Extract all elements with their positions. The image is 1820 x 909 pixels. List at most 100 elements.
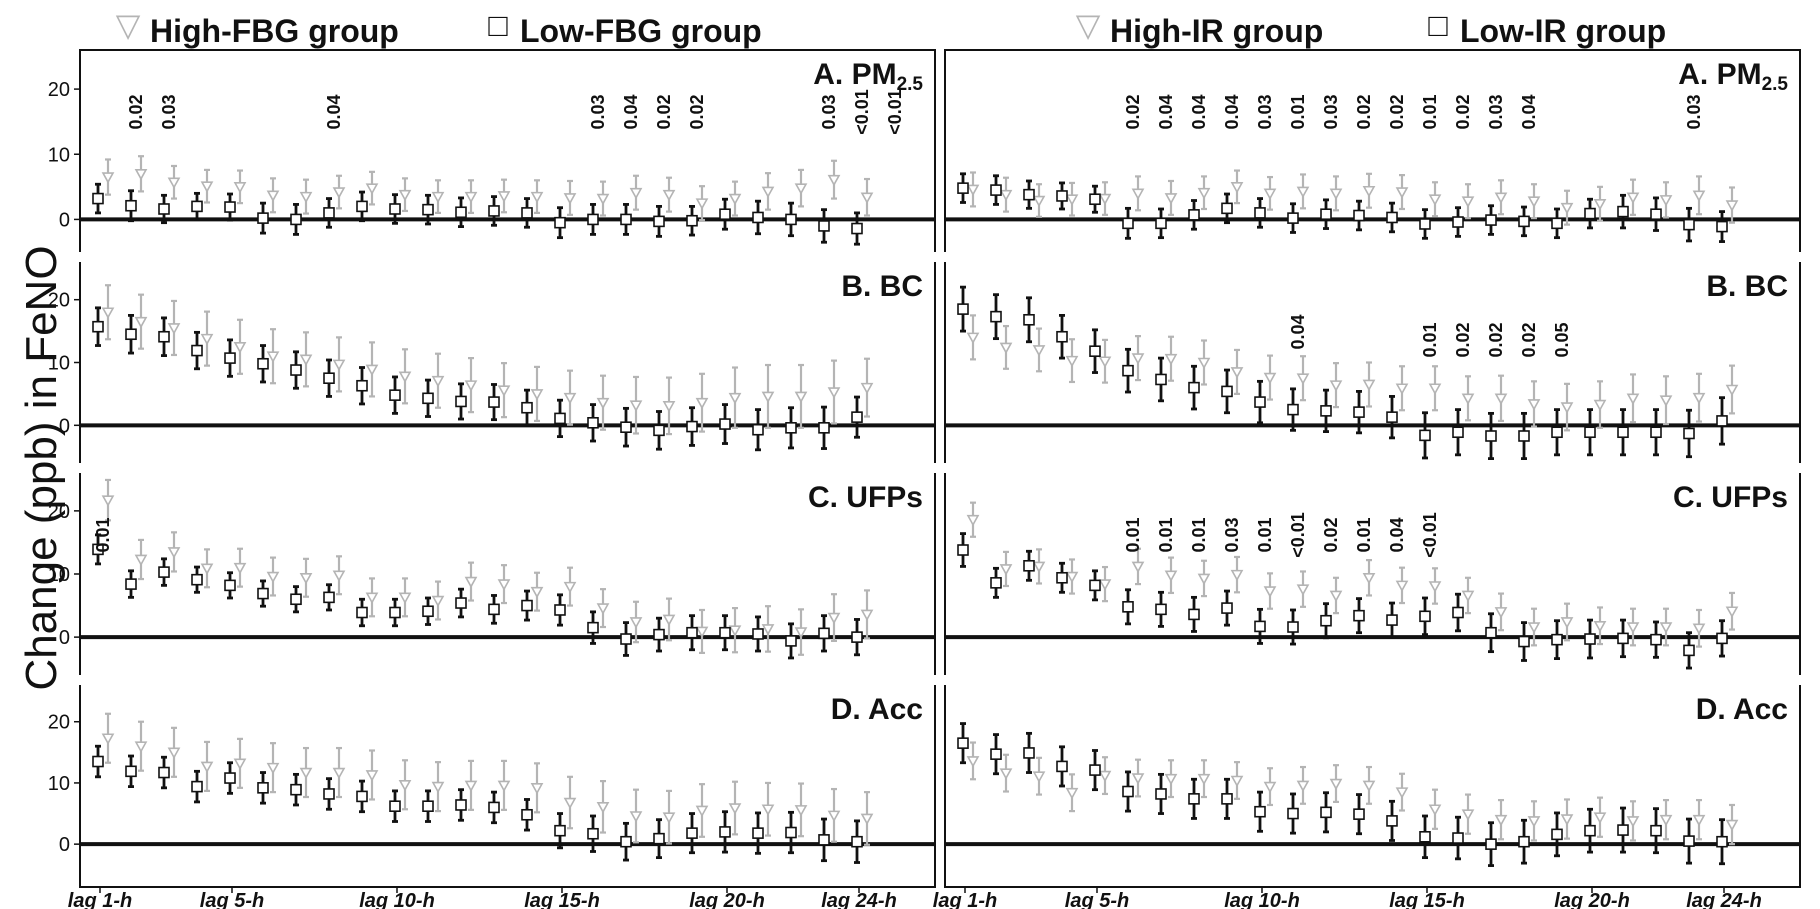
high-group-point [1659,622,1673,634]
x-tick-label: lag 24-h [821,890,897,909]
low-group-point [521,401,533,414]
high-group-point [1461,809,1475,821]
p-value-label: 0.02 [1453,94,1473,129]
low-group-point [1716,220,1728,233]
low-group-point [719,826,731,838]
high-group-point [1395,383,1409,395]
y-tick-label: 0 [59,627,70,649]
panel-title-subscript: 2.5 [897,74,924,95]
low-group-point [1386,211,1398,224]
low-group-point [1254,207,1266,219]
x-tick-label: lag 10-h [1224,890,1300,909]
high-group-point [728,803,742,815]
p-value-label: 0.02 [126,94,146,129]
low-group-point [422,605,434,618]
high-group-point [497,191,511,203]
low-group-point [422,800,434,813]
panel-title: C. UFPs [808,481,923,514]
p-value-label: <0.01 [1420,512,1440,558]
high-group-point [1197,357,1211,370]
high-group-point [398,371,412,383]
low-group-point [653,424,665,437]
high-group-point [266,571,280,584]
low-group-point [1089,764,1101,776]
low-group-point [158,203,170,215]
high-group-point [1230,182,1244,194]
high-group-point [167,747,181,759]
high-group-point [563,392,577,405]
high-group-point [431,191,445,204]
high-group-point [966,514,980,527]
p-value-label: 0.03 [1255,94,1275,129]
high-group-point [200,333,214,346]
low-group-point [1155,217,1167,230]
high-group-point [1296,780,1310,793]
low-group-point [1386,614,1398,626]
high-group-point [497,780,511,793]
low-group-point [818,627,830,640]
low-group-point [488,603,500,616]
high-group-point [1329,188,1343,201]
p-value-label: 0.01 [1156,517,1176,552]
high-group-point [200,181,214,193]
high-group-point [332,359,346,372]
high-group-point [1494,814,1508,827]
panel-0-0: 0 10 20 A. PM2.5 0.02 0.03 0.04 0.03 0.04 0.02 0.0… [48,58,935,246]
high-group-point [662,812,676,824]
low-group-point [587,621,599,634]
x-tick-label: lag 15-h [1389,890,1465,909]
low-group-point [1518,835,1530,848]
high-group-point [761,391,775,404]
high-group-point [695,397,709,410]
low-group-point [224,579,236,592]
low-group-point [1650,633,1662,646]
high-group-point [1296,186,1310,199]
high-group-point [1098,770,1112,783]
low-group-point [1056,760,1068,773]
high-group-point [1296,584,1310,596]
high-group-point [1626,816,1640,828]
high-group-point [233,182,247,194]
low-group-point [1254,805,1266,818]
p-value-label: 0.04 [1156,94,1176,129]
x-tick-label: lag 24-h [1686,890,1762,909]
y-tick-label: 0 [59,834,70,856]
p-value-label: 0.02 [1519,322,1539,357]
high-group-point [1692,623,1706,635]
high-group-point [1362,185,1376,198]
panel-0-2: 0 10 20 C. UFPs 0.01 [48,463,936,660]
low-group-point [851,222,863,235]
low-group-point [1452,606,1464,619]
high-group-point [1263,781,1277,794]
low-group-point [1221,385,1233,398]
low-group-point [1386,815,1398,827]
low-group-point [851,411,863,423]
high-group-point [134,554,148,567]
high-group-point [497,579,511,591]
p-value-label: 0.02 [1486,322,1506,357]
low-group-point [125,578,137,590]
low-group-point [1056,571,1068,584]
y-axis-label: Change (ppb) in FeNO [17,245,66,690]
low-group-point [1221,793,1233,805]
low-group-point [1419,429,1431,442]
x-tick-label: lag 20-h [689,890,765,909]
low-group-point [1287,212,1299,224]
high-group-point [134,169,148,181]
low-group-point [1386,411,1398,423]
low-group-point [1518,430,1530,442]
high-group-point [1329,590,1343,603]
low-group-point [990,184,1002,196]
low-group-point [1023,559,1035,572]
low-group-point [1023,188,1035,201]
x-tick-label: lag 5-h [200,890,264,909]
high-group-point [1098,193,1112,206]
high-group-point [860,609,874,622]
low-group-point [957,737,969,749]
high-group-point [827,174,841,187]
high-group-point [1725,384,1739,397]
low-group-point [521,599,533,612]
y-tick-label: 20 [48,79,70,101]
low-group-point [356,606,368,619]
